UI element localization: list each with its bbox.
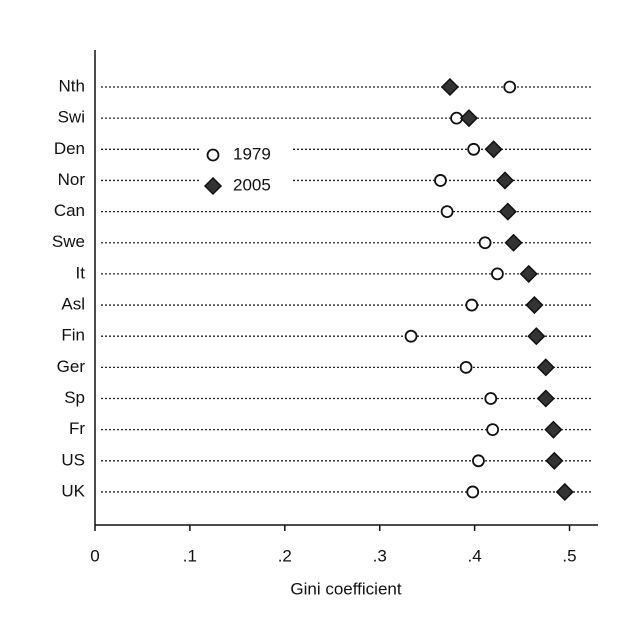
point: [503, 80, 517, 94]
x-tick-label: .4: [468, 546, 482, 565]
point: [404, 329, 418, 343]
y-tick-label: UK: [61, 481, 85, 500]
point: [545, 451, 564, 470]
point: [434, 174, 447, 187]
x-tick-label: 0: [90, 546, 99, 565]
point: [490, 267, 504, 281]
point: [498, 202, 517, 221]
y-tick-label: US: [61, 450, 85, 469]
point: [440, 77, 460, 97]
point: [459, 360, 473, 374]
y-tick-label: Sp: [64, 388, 85, 407]
point: [440, 205, 454, 219]
point: [544, 420, 563, 439]
y-tick-label: It: [76, 263, 86, 282]
legend-label: 2005: [233, 175, 271, 194]
y-tick-label: Fin: [61, 326, 85, 345]
point: [472, 454, 485, 468]
y-tick-label: Den: [54, 139, 85, 158]
point: [465, 298, 479, 312]
y-tick-label: Nth: [59, 76, 85, 95]
point: [527, 327, 546, 346]
x-tick-label: .5: [562, 546, 576, 565]
point: [484, 140, 503, 159]
point: [478, 236, 492, 250]
point: [504, 233, 523, 252]
y-tick-label: Fr: [69, 419, 85, 438]
point: [525, 295, 544, 315]
y-tick-label: Can: [54, 201, 85, 220]
y-tick-label: Asl: [61, 295, 85, 314]
legend-marker: [206, 148, 220, 162]
point: [459, 109, 478, 128]
legend-marker: [203, 176, 223, 196]
point: [467, 142, 481, 156]
x-tick-label: .1: [183, 546, 197, 565]
legend-label: 1979: [233, 144, 271, 163]
y-tick-label: Nor: [58, 170, 86, 189]
point: [519, 264, 538, 283]
point: [484, 392, 498, 405]
y-tick-label: Swe: [52, 232, 85, 251]
point: [486, 423, 500, 437]
x-tick-label: .2: [278, 546, 292, 565]
point: [555, 482, 574, 502]
x-tick-label: .3: [373, 546, 387, 565]
y-tick-label: Ger: [57, 357, 86, 376]
point: [536, 358, 555, 377]
point: [466, 485, 480, 499]
x-axis-label: Gini coefficient: [290, 579, 401, 598]
point: [495, 171, 515, 190]
point: [536, 389, 555, 408]
y-tick-label: Swi: [58, 108, 85, 127]
